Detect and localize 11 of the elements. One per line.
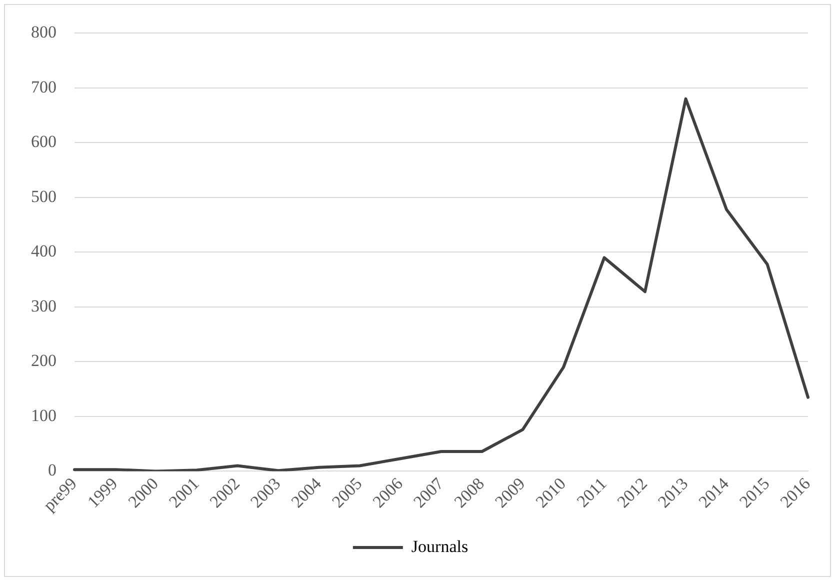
y-tick-label: 800: [31, 22, 56, 42]
legend-label: Journals: [411, 536, 468, 556]
y-tick-label: 100: [31, 406, 56, 425]
y-tick-label: 300: [31, 296, 56, 316]
y-tick-label: 200: [31, 351, 56, 370]
y-tick-label: 500: [31, 186, 56, 206]
y-tick-label: 0: [48, 460, 56, 480]
y-tick-label: 400: [31, 242, 56, 261]
x-tick-label: 2011: [573, 474, 610, 512]
y-tick-label: 600: [31, 132, 56, 152]
y-tick-label: 700: [31, 77, 56, 96]
